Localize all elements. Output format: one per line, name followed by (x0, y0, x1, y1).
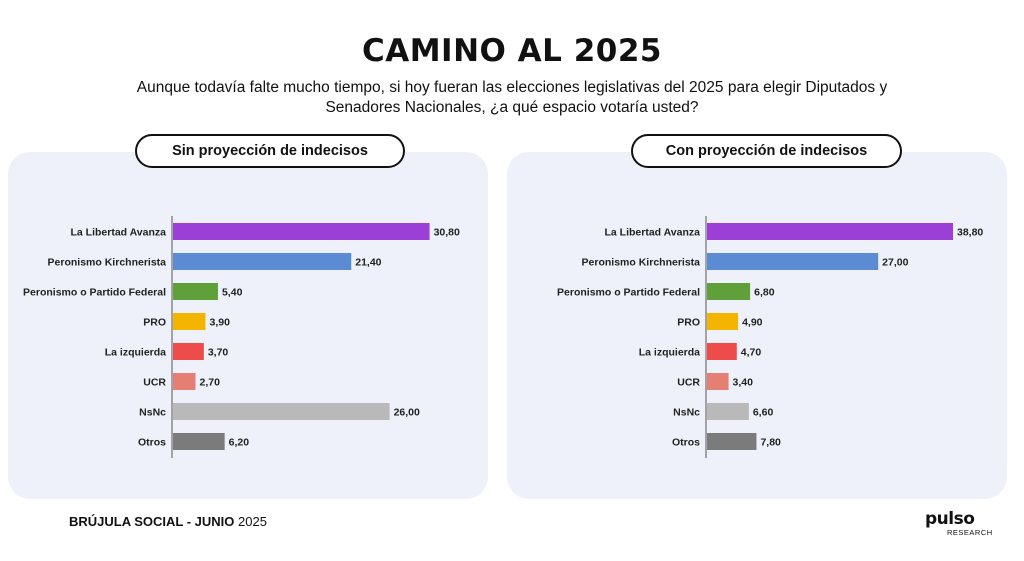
footer-year: 2025 (238, 514, 267, 529)
bar (173, 313, 206, 330)
bar (173, 253, 352, 270)
chart-title-left: Sin proyección de indecisos (135, 134, 405, 168)
bar (707, 403, 749, 420)
category-label: La Libertad Avanza (71, 227, 167, 239)
data-label: 7,80 (760, 437, 781, 449)
category-label: La izquierda (639, 347, 700, 359)
bar (173, 403, 390, 420)
bar (173, 283, 218, 300)
category-label: Peronismo o Partido Federal (23, 287, 166, 299)
data-label: 4,70 (741, 347, 762, 359)
category-label: UCR (143, 377, 166, 389)
logo-sub: RESEARCH (947, 528, 993, 537)
data-label: 3,90 (209, 317, 230, 329)
logo-brand: pulso (925, 509, 975, 529)
bar (173, 343, 204, 360)
pulso-research-logo: pulso RESEARCH (925, 510, 995, 542)
chart-sin-proyeccion: La Libertad Avanza 30,80 Peronismo Kirchne… (23, 216, 460, 458)
page-subtitle: Aunque todavía falte mucho tiempo, si ho… (136, 79, 888, 116)
footer-label-bold: BRÚJULA SOCIAL - JUNIO (69, 514, 235, 529)
data-label: 2,70 (199, 377, 220, 389)
category-label: PRO (143, 317, 166, 329)
category-label: Peronismo Kirchnerista (582, 257, 701, 269)
footer-label: BRÚJULA SOCIAL - JUNIO 2025 (69, 514, 267, 529)
bar (707, 373, 729, 390)
chart-panel-right (507, 152, 1007, 499)
bar (173, 433, 225, 450)
data-label: 27,00 (882, 257, 908, 269)
category-label: PRO (677, 317, 700, 329)
data-label: 26,00 (394, 407, 420, 419)
bar (707, 313, 739, 330)
data-label: 3,70 (208, 347, 229, 359)
data-label: 6,60 (753, 407, 774, 419)
data-label: 6,20 (229, 437, 250, 449)
category-label: La Libertad Avanza (605, 227, 701, 239)
category-label: Otros (672, 437, 700, 449)
category-label: Peronismo o Partido Federal (557, 287, 700, 299)
data-label: 21,40 (355, 257, 381, 269)
category-label: NsNc (139, 407, 166, 419)
page-title: CAMINO AL 2025 (361, 33, 663, 69)
chart-title-right: Con proyección de indecisos (631, 134, 902, 168)
chart-con-proyeccion: La Libertad Avanza 38,80 Peronismo Kirchne… (557, 216, 983, 458)
chart-panel-left (8, 152, 488, 499)
bar (707, 433, 757, 450)
category-label: La izquierda (105, 347, 166, 359)
bar (707, 343, 737, 360)
category-label: Otros (138, 437, 166, 449)
data-label: 4,90 (742, 317, 763, 329)
bar (707, 223, 953, 240)
bar (707, 283, 751, 300)
data-label: 5,40 (222, 287, 243, 299)
data-label: 30,80 (434, 227, 460, 239)
bar (173, 223, 430, 240)
data-label: 38,80 (957, 227, 983, 239)
bar (707, 253, 879, 270)
data-label: 6,80 (754, 287, 775, 299)
data-label: 3,40 (733, 377, 754, 389)
bar (173, 373, 196, 390)
category-label: Peronismo Kirchnerista (48, 257, 167, 269)
category-label: NsNc (673, 407, 700, 419)
category-label: UCR (677, 377, 700, 389)
